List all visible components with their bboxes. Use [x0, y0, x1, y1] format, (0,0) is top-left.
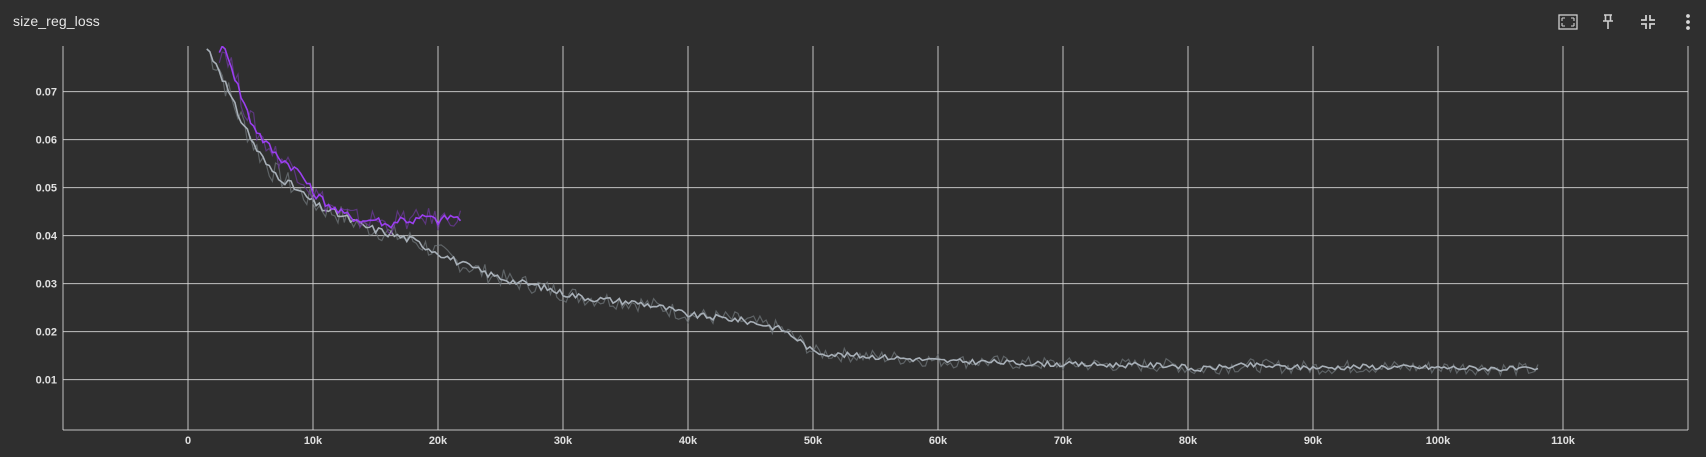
- collapse-icon: [1639, 13, 1657, 31]
- chart-toolbar: [1542, 8, 1706, 36]
- x-tick-label: 10k: [304, 435, 323, 447]
- series-smoothed-line: [218, 46, 462, 230]
- x-tick-label: 100k: [1426, 435, 1451, 447]
- fit-domain-icon: [1557, 13, 1579, 31]
- chart-title: size_reg_loss: [13, 13, 100, 29]
- collapse-button[interactable]: [1634, 8, 1662, 36]
- more-vert-icon: [1685, 13, 1691, 31]
- y-tick-label: 0.06: [36, 135, 57, 147]
- grid-layer: [62, 46, 1689, 431]
- y-tick-label: 0.07: [36, 87, 57, 99]
- y-tick-label: 0.04: [36, 231, 58, 243]
- x-tick-label: 30k: [554, 435, 573, 447]
- y-tick-label: 0.01: [36, 375, 57, 387]
- more-button[interactable]: [1674, 8, 1702, 36]
- series-line-1: [206, 48, 1539, 377]
- x-tick-label: 50k: [804, 435, 823, 447]
- pin-button[interactable]: [1594, 8, 1622, 36]
- series-smoothed-line: [206, 48, 1539, 373]
- series-raw-line: [218, 51, 462, 235]
- x-tick-label: 0: [185, 435, 191, 447]
- y-tick-label: 0.05: [36, 183, 57, 195]
- y-tick-label: 0.02: [36, 327, 57, 339]
- tick-labels: 0 10k 20k 30k 40k 50k 60k 70k 80k 90k 100k 110k 0.01…: [36, 87, 1576, 447]
- x-tick-label: 40k: [679, 435, 698, 447]
- x-tick-label: 90k: [1304, 435, 1323, 447]
- pin-icon: [1601, 13, 1615, 31]
- x-tick-label: 110k: [1551, 435, 1576, 447]
- fit-domain-button[interactable]: [1554, 8, 1582, 36]
- x-tick-label: 80k: [1179, 435, 1198, 447]
- x-tick-label: 20k: [429, 435, 448, 447]
- x-tick-label: 70k: [1054, 435, 1073, 447]
- series-raw-line: [206, 48, 1539, 377]
- y-tick-label: 0.03: [36, 279, 57, 291]
- x-tick-label: 60k: [929, 435, 948, 447]
- series-line-2: [218, 46, 462, 235]
- series-layer: [206, 46, 1539, 377]
